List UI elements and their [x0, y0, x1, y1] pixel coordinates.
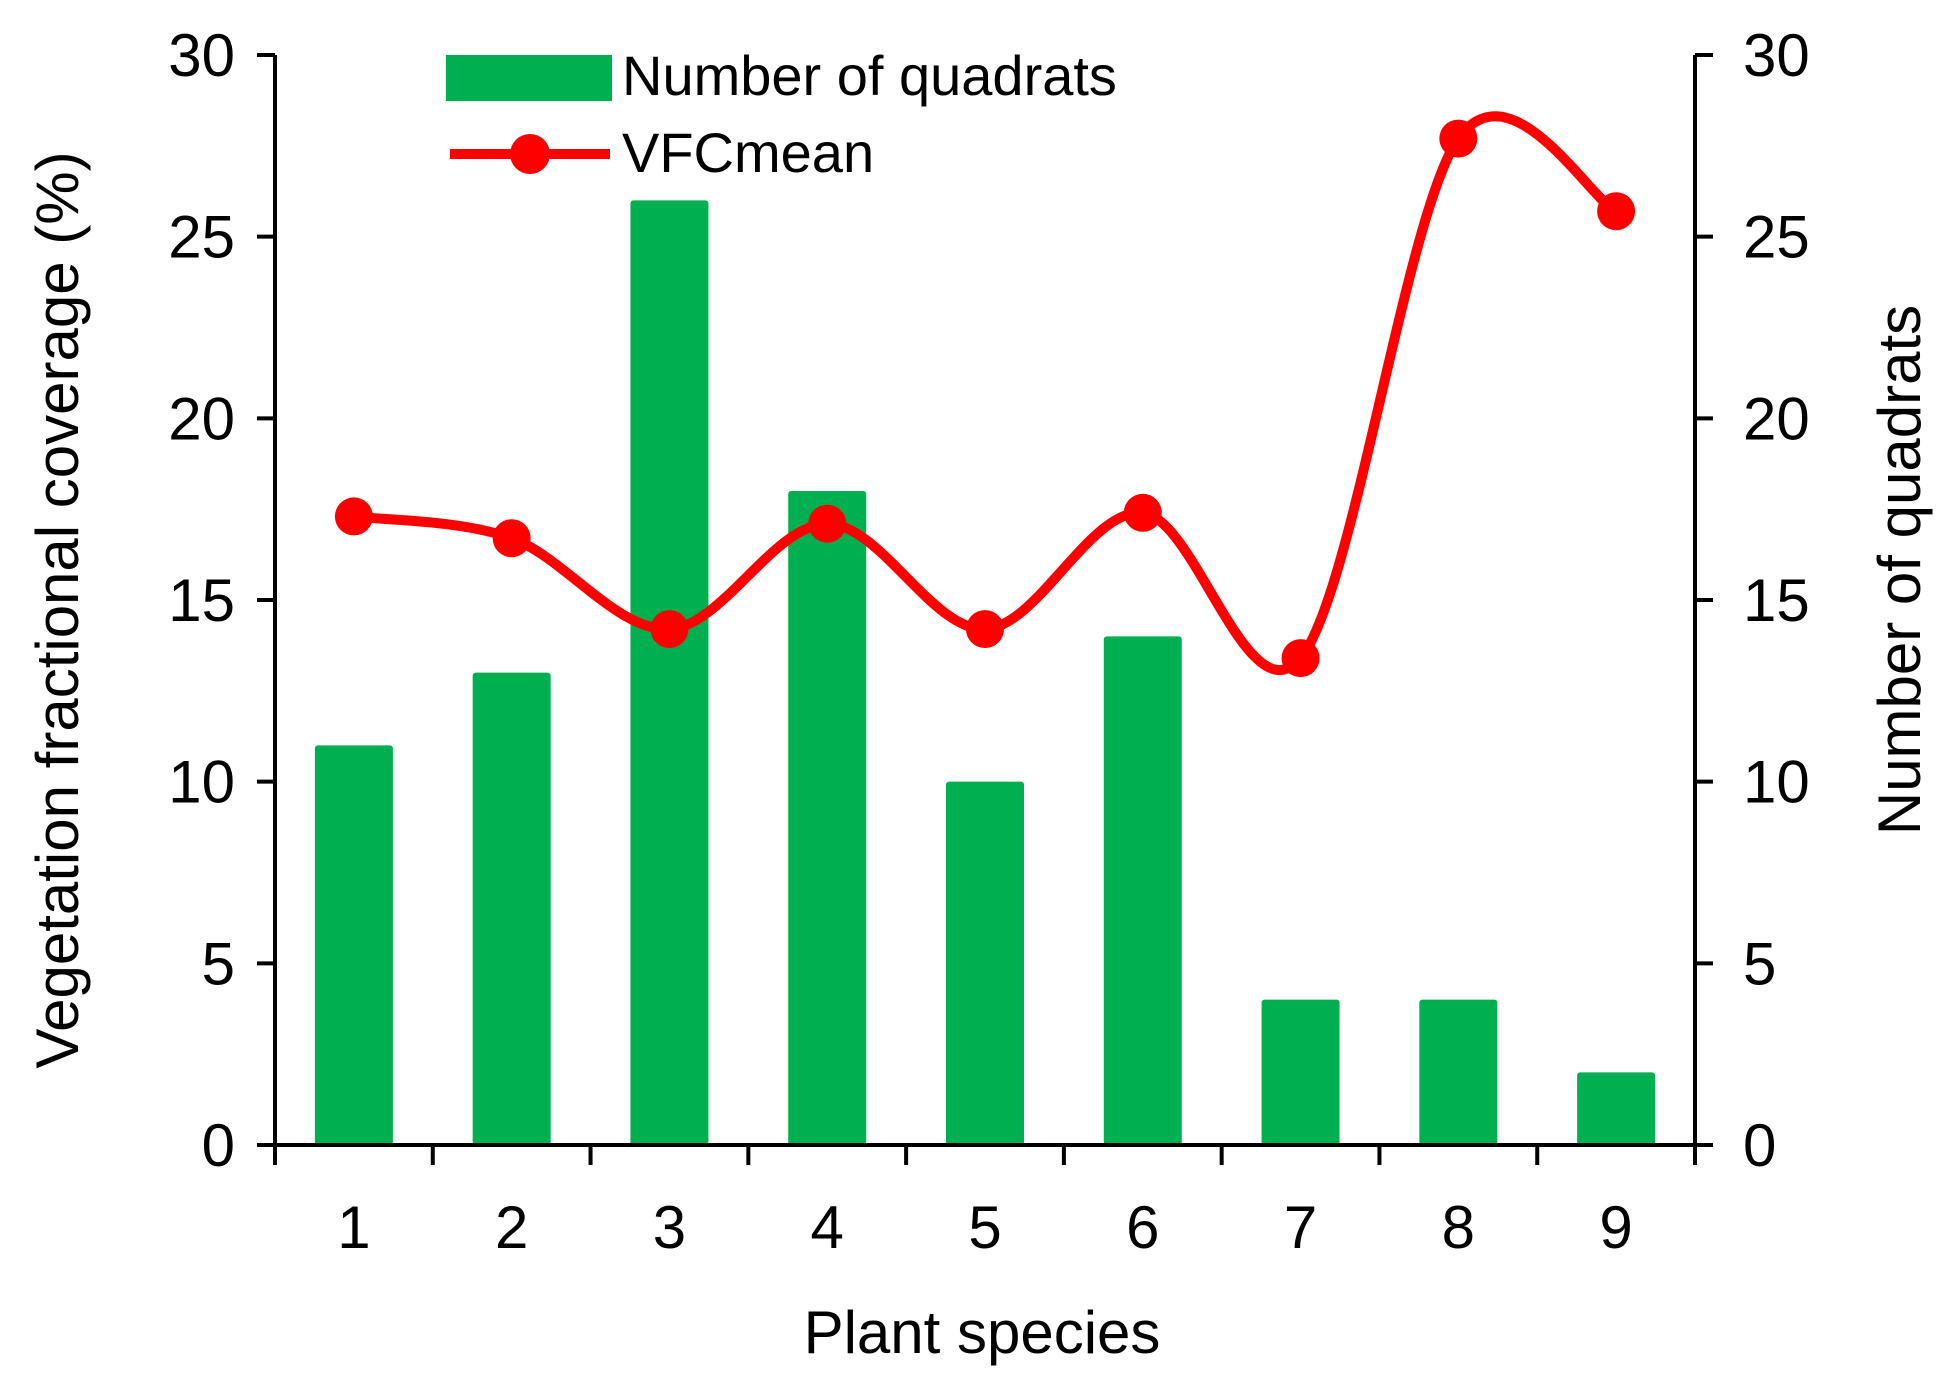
- vfc-point: [1597, 192, 1636, 231]
- bar: [1419, 999, 1498, 1145]
- bar: [946, 781, 1024, 1145]
- legend-swatch-marker: [510, 134, 550, 174]
- y-tick-label-left: 15: [168, 567, 235, 634]
- legend: Number of quadrats VFCmean: [446, 44, 1117, 184]
- y-axis-title-right: Number of quadrats: [1866, 305, 1933, 835]
- vfc-point: [1281, 639, 1320, 678]
- bar: [630, 200, 709, 1146]
- x-tick-label: 6: [1126, 1194, 1159, 1261]
- y-tick-label-right: 10: [1743, 749, 1810, 816]
- y-tick-label-left: 0: [202, 1112, 235, 1179]
- x-axis-title: Plant species: [804, 1299, 1161, 1366]
- x-tick-label: 5: [968, 1194, 1001, 1261]
- axes: [257, 53, 1713, 1165]
- x-tick-label: 7: [1284, 1194, 1317, 1261]
- tick-labels: 0 5 10 15 20 25 30 0 5 10 15 20 25 30 1 2 3 4 5 6 7 8 9: [168, 22, 1810, 1261]
- bar: [1103, 636, 1182, 1145]
- x-tick-label: 2: [495, 1194, 528, 1261]
- y-tick-label-left: 20: [168, 385, 235, 452]
- bar: [1261, 999, 1340, 1145]
- y-tick-label-left: 5: [202, 930, 235, 997]
- y-tick-label-left: 25: [168, 204, 235, 271]
- y-tick-label-right: 25: [1743, 204, 1810, 271]
- bar: [314, 745, 393, 1145]
- x-tick-label: 8: [1442, 1194, 1475, 1261]
- bar: [788, 491, 867, 1145]
- y-tick-label-right: 20: [1743, 385, 1810, 452]
- y-tick-label-left: 30: [168, 22, 235, 89]
- y-tick-label-left: 10: [168, 749, 235, 816]
- bar: [1577, 1072, 1656, 1145]
- vfc-point: [492, 519, 531, 558]
- x-tick-label: 9: [1599, 1194, 1632, 1261]
- y-tick-label-right: 30: [1743, 22, 1810, 89]
- legend-label-line: VFCmean: [622, 121, 874, 184]
- legend-swatch-bar: [446, 55, 612, 101]
- y-axis-title-left: Vegetation fractional coverage (%): [24, 151, 91, 1068]
- y-tick-label-right: 0: [1743, 1112, 1776, 1179]
- y-tick-label-right: 15: [1743, 567, 1810, 634]
- x-tick-label: 3: [653, 1194, 686, 1261]
- x-tick-label: 1: [337, 1194, 370, 1261]
- vfc-point: [966, 610, 1004, 649]
- vfc-point: [1123, 493, 1162, 532]
- bar: [472, 672, 551, 1145]
- y-tick-label-right: 5: [1743, 930, 1776, 997]
- vfc-line: [353, 111, 1619, 675]
- vfc-point: [1439, 119, 1478, 158]
- bar-series: [314, 200, 1656, 1146]
- vfc-point: [650, 610, 689, 649]
- vfc-point: [808, 504, 847, 543]
- line-series: [334, 111, 1636, 678]
- legend-label-bar: Number of quadrats: [622, 44, 1117, 107]
- vfc-point: [334, 497, 373, 536]
- x-tick-label: 4: [811, 1194, 844, 1261]
